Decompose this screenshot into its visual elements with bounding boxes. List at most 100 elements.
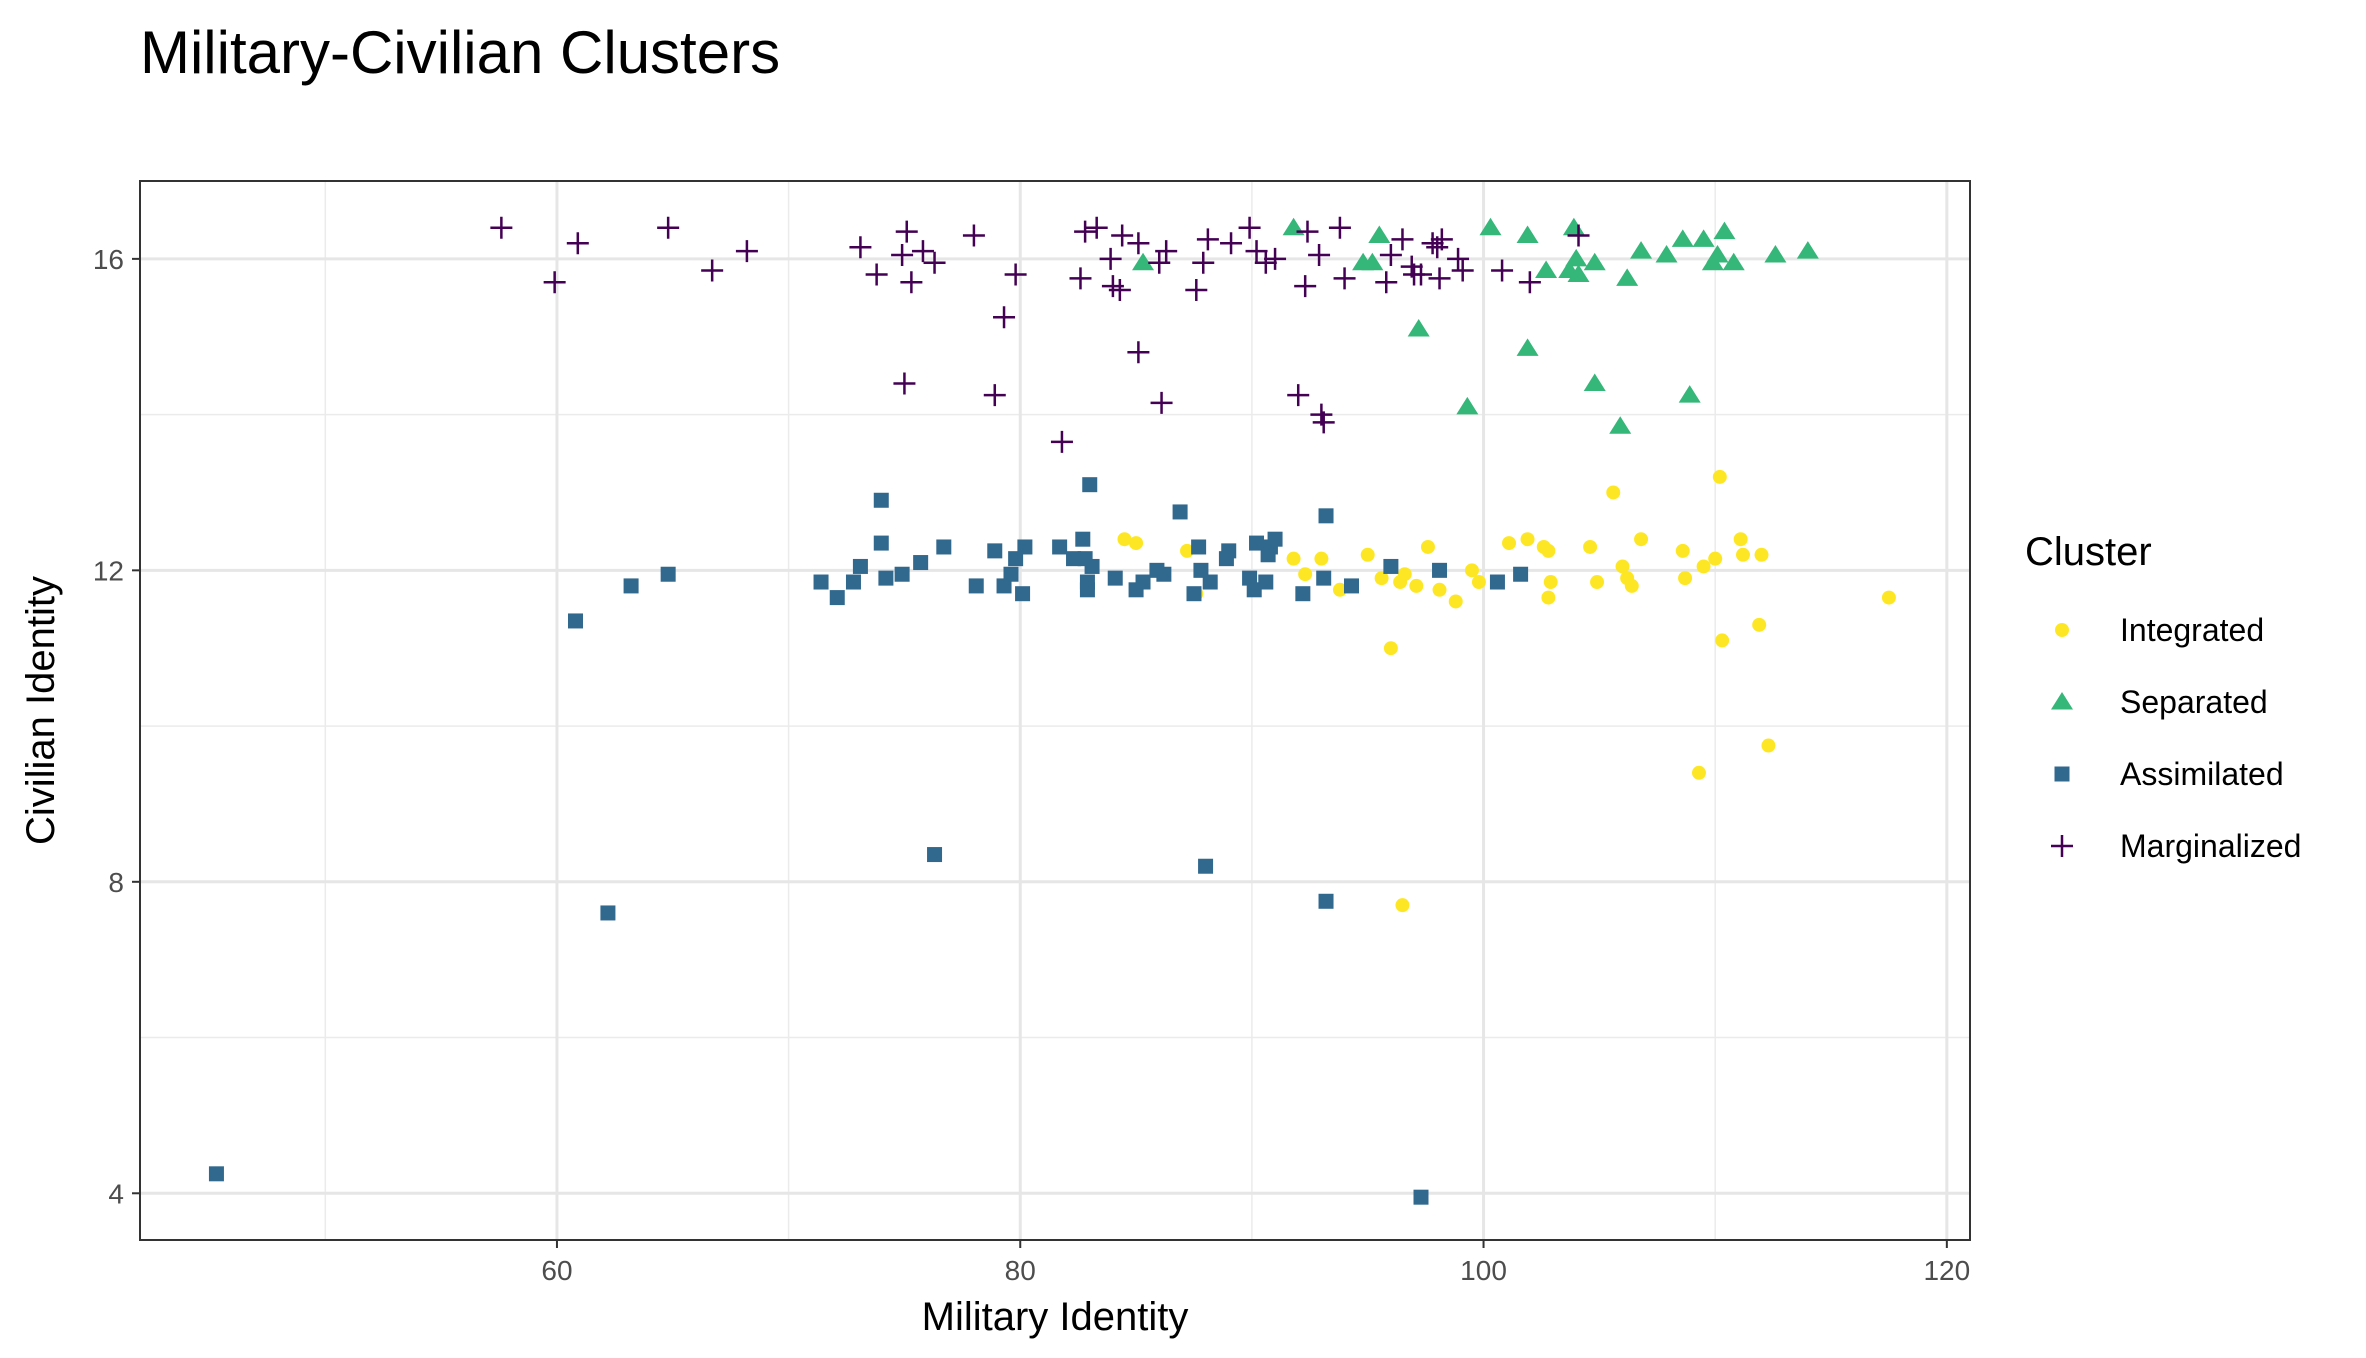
data-point-marginalized (983, 384, 1006, 407)
data-point-assimilated (1318, 893, 1334, 909)
data-point-assimilated (1075, 531, 1091, 547)
legend-key-assimilated (2054, 766, 2070, 782)
data-point-integrated (1541, 590, 1556, 605)
data-point-assimilated (878, 570, 894, 586)
data-point-marginalized (1421, 232, 1444, 255)
data-point-assimilated (1513, 566, 1529, 582)
plot-panel-border (139, 180, 1971, 1241)
legend-label-integrated: Integrated (2120, 612, 2264, 648)
data-point-separated (1692, 229, 1715, 247)
data-point-marginalized (1192, 251, 1215, 274)
y-tick-label: 8 (108, 867, 124, 898)
data-point-separated (1616, 268, 1639, 286)
data-point-assimilated (1267, 531, 1283, 547)
grid-lines (140, 181, 1970, 1240)
data-point-separated (1562, 217, 1585, 236)
series-integrated (1117, 469, 1896, 913)
x-tick-label: 60 (541, 1255, 572, 1286)
data-point-integrated (1432, 582, 1447, 597)
data-point-integrated (1332, 582, 1347, 597)
data-point-separated (1630, 241, 1653, 259)
data-point-integrated (1624, 578, 1639, 593)
data-point-integrated (1397, 567, 1412, 582)
data-point-integrated (1761, 738, 1776, 753)
data-point-assimilated (852, 558, 868, 574)
data-point-assimilated (1316, 570, 1332, 586)
data-point-integrated (1420, 539, 1435, 554)
data-point-marginalized (1296, 220, 1319, 243)
data-point-integrated (1383, 641, 1398, 656)
data-point-integrated (1520, 532, 1535, 547)
data-point-marginalized (923, 251, 946, 274)
legend-item-integrated: Integrated (2055, 612, 2264, 648)
data-point-marginalized (1294, 275, 1317, 298)
x-axis-title: Military Identity (922, 1295, 1189, 1339)
legend-label-marginalized: Marginalized (2120, 828, 2301, 864)
y-tick-label: 12 (93, 555, 124, 586)
data-point-separated (1764, 244, 1787, 263)
data-point-marginalized (1220, 232, 1243, 255)
data-point-integrated (1583, 539, 1598, 554)
data-point-assimilated (1079, 574, 1095, 590)
data-point-separated (1678, 385, 1701, 403)
data-point-marginalized (1238, 216, 1261, 239)
legend-item-assimilated: Assimilated (2054, 756, 2284, 792)
data-point-assimilated (1015, 586, 1031, 602)
data-point-assimilated (1135, 574, 1151, 590)
data-point-separated (1713, 221, 1736, 240)
data-point-separated (1535, 260, 1558, 279)
data-point-marginalized (543, 271, 566, 294)
data-point-assimilated (873, 535, 889, 551)
data-point-marginalized (1085, 216, 1108, 239)
data-point-integrated (1395, 898, 1410, 913)
data-point-marginalized (849, 236, 872, 259)
data-point-assimilated (600, 905, 616, 921)
data-point-assimilated (936, 539, 952, 555)
data-point-marginalized (1108, 279, 1131, 302)
data-point-integrated (1881, 590, 1896, 605)
data-point-assimilated (873, 492, 889, 508)
data-point-separated (1567, 264, 1590, 282)
data-point-assimilated (845, 574, 861, 590)
data-point-separated (1671, 229, 1694, 247)
legend-key-marginalized (2051, 835, 2073, 857)
data-point-assimilated (1413, 1189, 1429, 1205)
data-point-assimilated (1198, 858, 1214, 874)
data-point-assimilated (567, 613, 583, 629)
x-tick-label: 100 (1460, 1255, 1507, 1286)
data-point-integrated (1374, 571, 1389, 586)
data-point-assimilated (1172, 504, 1188, 520)
data-point-marginalized (490, 216, 513, 239)
data-point-integrated (1715, 633, 1730, 648)
data-point-assimilated (1202, 574, 1218, 590)
data-point-marginalized (566, 232, 589, 255)
data-point-separated (1479, 217, 1502, 236)
data-point-integrated (1541, 543, 1556, 558)
data-point-marginalized (1430, 228, 1453, 251)
data-point-assimilated (1242, 570, 1258, 586)
data-point-assimilated (1017, 539, 1033, 555)
data-point-separated (1361, 252, 1384, 271)
data-point-marginalized (1491, 259, 1514, 282)
data-point-marginalized (1111, 224, 1134, 247)
y-tick-label: 16 (93, 244, 124, 275)
data-point-assimilated (623, 578, 639, 594)
data-point-marginalized (1451, 259, 1474, 282)
data-point-marginalized (1518, 271, 1541, 294)
axis-ticks: 60 80 100 120 4 8 12 16 (93, 244, 1970, 1286)
data-point-separated (1407, 318, 1430, 337)
y-axis-title: Civilian Identity (19, 576, 63, 845)
data-point-marginalized (962, 224, 985, 247)
data-point-marginalized (1254, 251, 1277, 274)
data-point-assimilated (1318, 508, 1334, 524)
data-point-marginalized (891, 243, 914, 266)
legend-label-separated: Separated (2120, 684, 2268, 720)
data-point-assimilated (1003, 566, 1019, 582)
data-point-separated (1368, 225, 1391, 244)
data-point-integrated (1464, 563, 1479, 578)
data-point-marginalized (1074, 220, 1097, 243)
data-point-integrated (1691, 765, 1706, 780)
data-point-integrated (1615, 559, 1630, 574)
data-point-assimilated (660, 566, 676, 582)
data-point-assimilated (1066, 551, 1082, 567)
